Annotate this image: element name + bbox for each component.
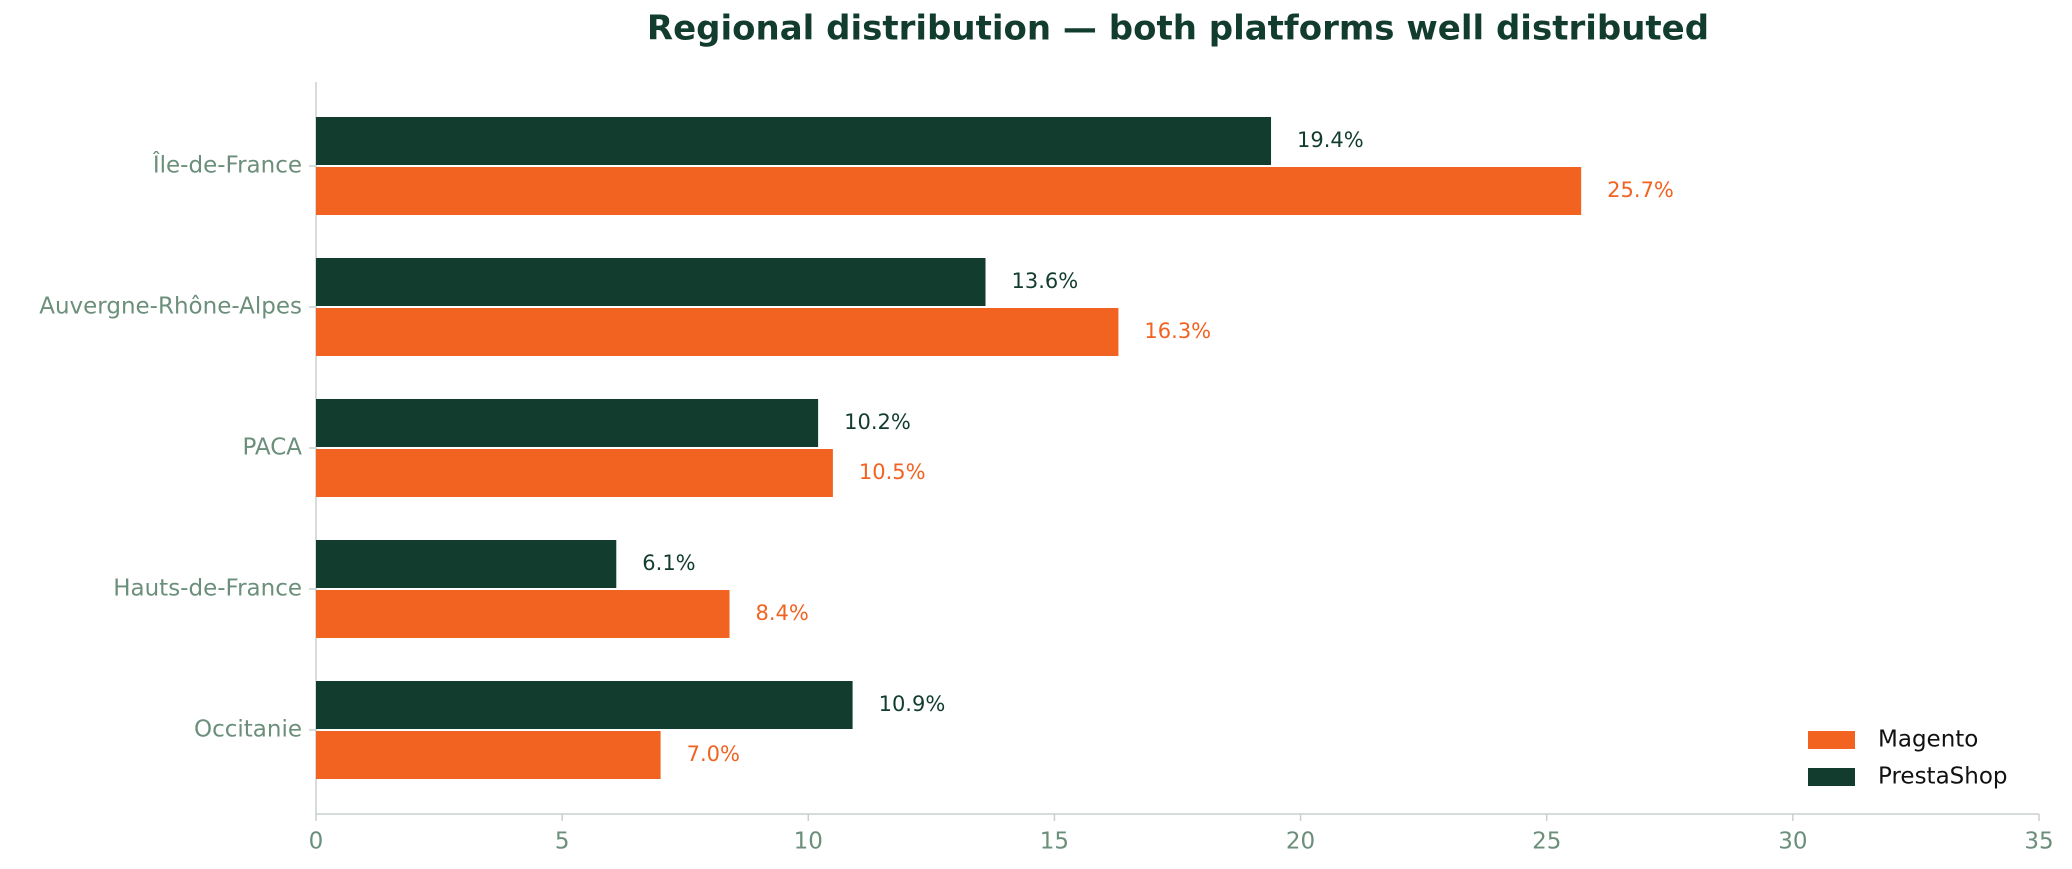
bar bbox=[316, 449, 833, 497]
value-label: 8.4% bbox=[756, 601, 809, 625]
x-tick-label: 25 bbox=[1532, 829, 1561, 855]
x-tick-label: 15 bbox=[1040, 829, 1069, 855]
value-label: 16.3% bbox=[1144, 319, 1211, 343]
value-label: 6.1% bbox=[642, 551, 695, 575]
value-label: 10.2% bbox=[844, 410, 911, 434]
y-tick-label: Île-de-France bbox=[152, 151, 302, 179]
value-label: 13.6% bbox=[1012, 269, 1079, 293]
x-tick-label: 30 bbox=[1778, 829, 1807, 855]
bar bbox=[316, 399, 819, 447]
legend-label: PrestaShop bbox=[1878, 764, 2008, 790]
bar bbox=[316, 590, 730, 638]
bar bbox=[316, 731, 661, 779]
x-tick-label: 5 bbox=[555, 829, 570, 855]
legend-swatch bbox=[1808, 768, 1855, 786]
x-tick-label: 35 bbox=[2024, 829, 2053, 855]
bar bbox=[316, 681, 853, 729]
y-tick-label: Hauts-de-France bbox=[113, 576, 302, 602]
legend-label: Magento bbox=[1878, 727, 1978, 753]
bar bbox=[316, 167, 1582, 215]
y-tick-label: Occitanie bbox=[194, 717, 302, 743]
value-label: 10.5% bbox=[859, 460, 926, 484]
chart-title: Regional distribution — both platforms w… bbox=[647, 9, 1709, 49]
bar bbox=[316, 258, 986, 306]
value-label: 10.9% bbox=[879, 692, 946, 716]
value-label: 7.0% bbox=[687, 742, 740, 766]
bar bbox=[316, 540, 617, 588]
value-label: 19.4% bbox=[1297, 128, 1364, 152]
y-tick-label: PACA bbox=[242, 435, 302, 461]
value-label: 25.7% bbox=[1607, 178, 1674, 202]
bar bbox=[316, 117, 1272, 165]
x-tick-label: 10 bbox=[794, 829, 823, 855]
bar bbox=[316, 308, 1119, 356]
legend-swatch bbox=[1808, 731, 1855, 749]
x-tick-label: 20 bbox=[1286, 829, 1315, 855]
x-tick-label: 0 bbox=[309, 829, 324, 855]
y-tick-label: Auvergne-Rhône-Alpes bbox=[39, 294, 302, 320]
